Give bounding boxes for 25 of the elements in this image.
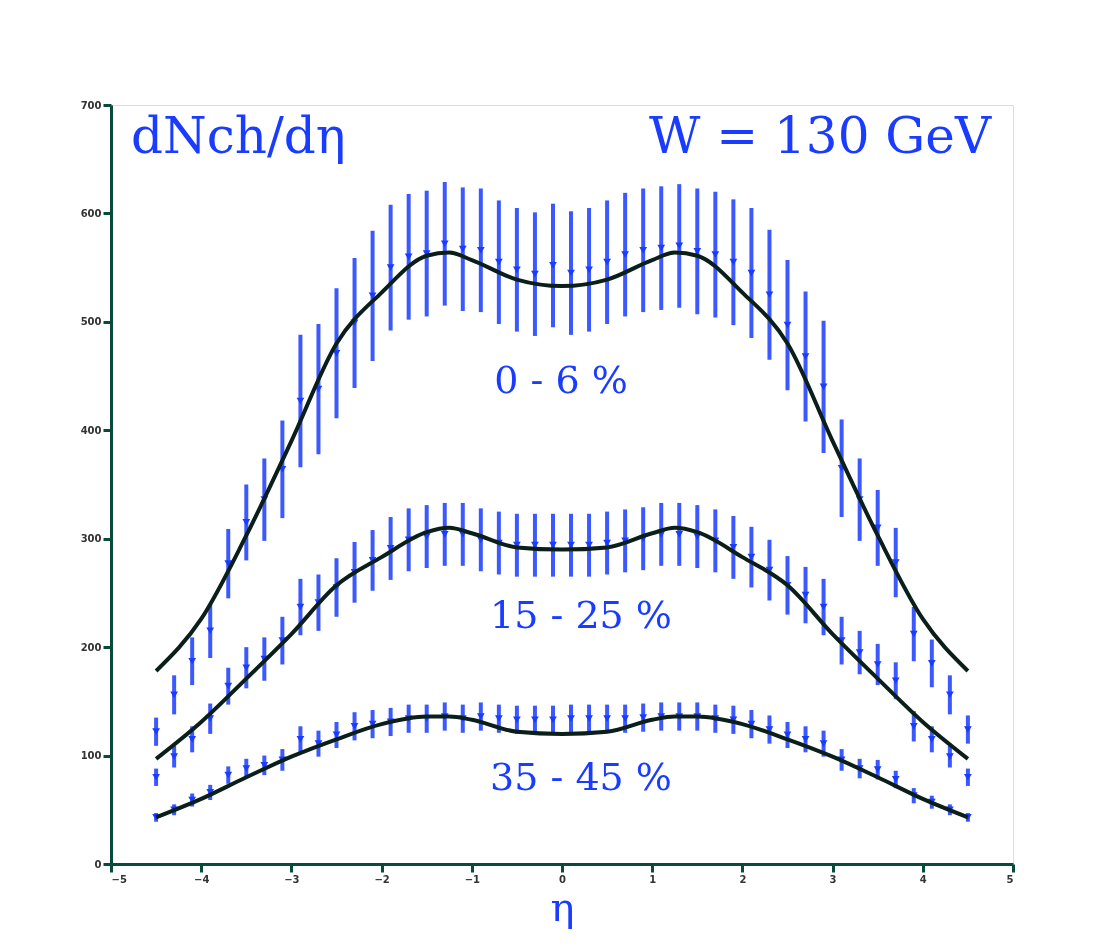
x-tick-label: −4 [194, 873, 210, 885]
x-tick-label: 5 [1006, 873, 1014, 885]
x-tick-label: 2 [739, 873, 747, 885]
y-tick-label: 400 [80, 424, 102, 436]
x-tick-label: 3 [829, 873, 837, 885]
x-tick-label: −5 [111, 873, 127, 885]
y-tick-label: 300 [80, 533, 102, 545]
x-axis-title: η [550, 883, 575, 930]
annotation: W = 130 GeV [648, 107, 992, 165]
x-tick-label: −2 [374, 873, 390, 885]
y-tick-label: 200 [80, 641, 102, 653]
x-tick-label: −1 [464, 873, 481, 885]
annotation: 15 - 25 % [490, 593, 672, 637]
annotation: 35 - 45 % [490, 755, 672, 799]
x-tick-label: 1 [649, 873, 657, 885]
x-tick-label: 0 [559, 873, 567, 885]
annotation: 0 - 6 % [494, 358, 628, 402]
y-tick-label: 700 [80, 99, 102, 111]
y-tick-label: 600 [80, 207, 102, 219]
annotation: dNch/dη [131, 107, 346, 165]
x-tick-label: −3 [284, 873, 300, 885]
y-tick-label: 500 [80, 316, 102, 328]
x-tick-label: 4 [919, 873, 927, 885]
y-tick-label: 0 [94, 858, 102, 870]
y-tick-label: 100 [80, 750, 102, 762]
